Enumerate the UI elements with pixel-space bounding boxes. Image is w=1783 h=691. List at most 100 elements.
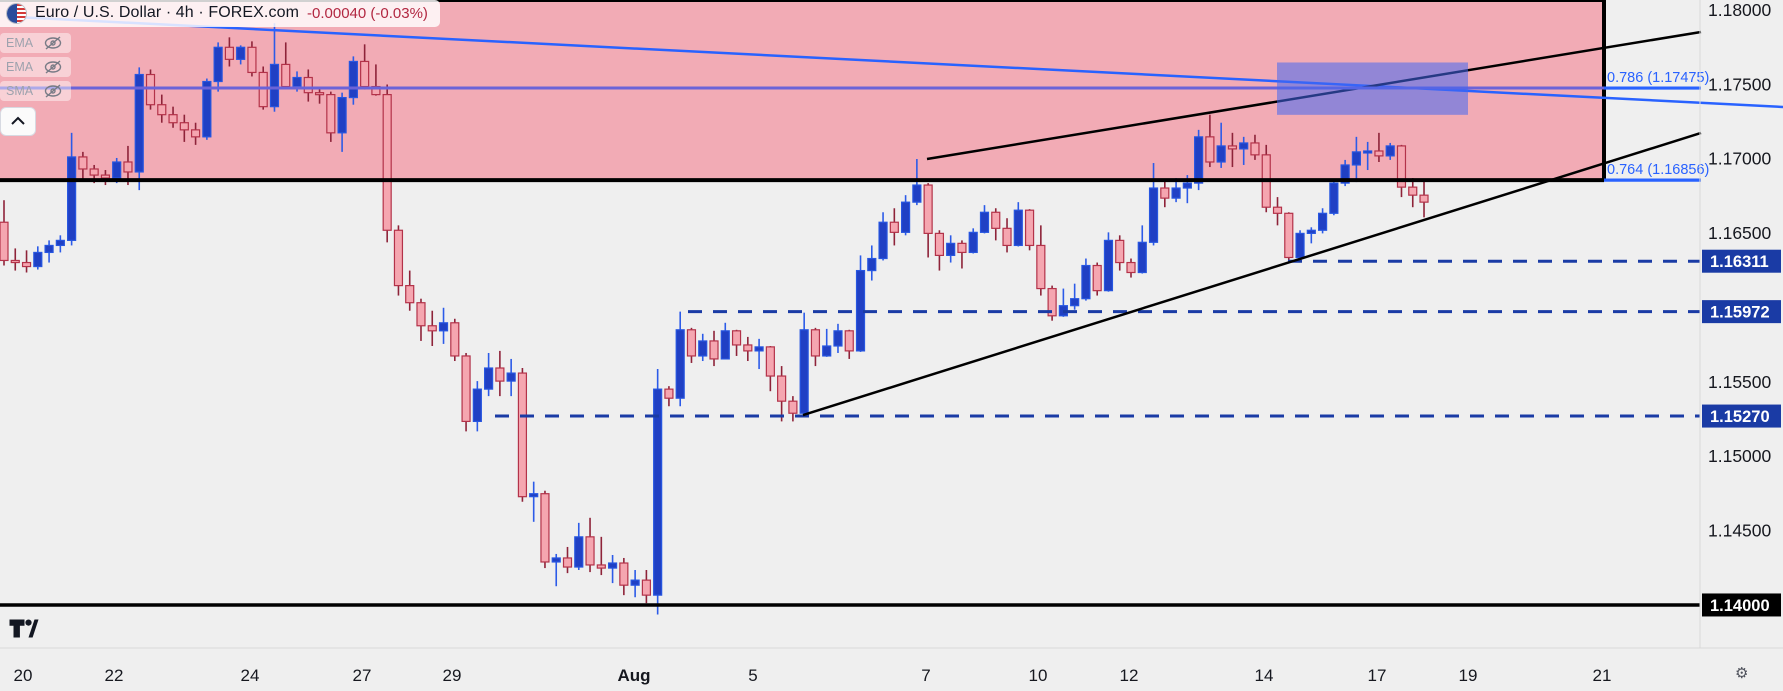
candle-down bbox=[157, 104, 167, 116]
candle-up bbox=[698, 340, 708, 357]
price-axis-badge bbox=[1702, 249, 1781, 273]
candle-down bbox=[810, 329, 821, 357]
candle-down bbox=[743, 344, 753, 352]
candle-down bbox=[686, 329, 697, 357]
candle-up bbox=[236, 46, 246, 60]
eye-off-icon[interactable] bbox=[43, 83, 63, 98]
candle-down bbox=[145, 73, 156, 106]
candle-down bbox=[1047, 287, 1057, 317]
candle-up bbox=[67, 156, 77, 241]
candle-up bbox=[878, 221, 888, 260]
candle-up bbox=[529, 493, 539, 498]
candle-down bbox=[416, 302, 426, 327]
candle-up bbox=[1363, 150, 1373, 154]
candle-down bbox=[427, 325, 437, 332]
price-axis-badge bbox=[1702, 300, 1781, 324]
candle-down bbox=[788, 400, 798, 414]
candle-up bbox=[900, 201, 911, 233]
candle-up bbox=[1013, 209, 1023, 247]
indicator-row-ema2[interactable]: EMA bbox=[0, 56, 72, 77]
candle-down bbox=[596, 564, 606, 569]
candle-up bbox=[472, 388, 482, 423]
candle-down bbox=[393, 229, 404, 287]
lower-black-trendline[interactable] bbox=[802, 131, 1702, 417]
candle-down bbox=[889, 221, 899, 233]
price-axis-badge bbox=[1702, 593, 1781, 617]
candle-up bbox=[348, 60, 358, 99]
candle-up bbox=[1171, 187, 1181, 199]
eu-us-flag-icon bbox=[6, 2, 27, 24]
price-axis-badge bbox=[1702, 404, 1781, 428]
candle-up bbox=[1329, 182, 1339, 214]
candle-up bbox=[44, 244, 54, 254]
indicator-row-ema1[interactable]: EMA bbox=[0, 32, 72, 53]
candle-up bbox=[799, 329, 809, 414]
candle-down bbox=[168, 114, 178, 124]
candle-down bbox=[619, 562, 629, 586]
gear-icon[interactable]: ⚙ bbox=[1735, 665, 1749, 682]
candle-up bbox=[822, 345, 832, 357]
candle-down bbox=[1227, 145, 1238, 150]
indicator-row-sma[interactable]: SMA bbox=[0, 80, 72, 101]
candle-down bbox=[934, 232, 945, 257]
time-axis-label: 22 bbox=[105, 666, 124, 685]
candle-down bbox=[100, 174, 111, 179]
collapse-legend-button[interactable] bbox=[0, 106, 36, 136]
candle-down bbox=[247, 46, 257, 74]
candle-down bbox=[0, 221, 9, 262]
candle-down bbox=[1092, 264, 1102, 292]
candle-down bbox=[1002, 227, 1012, 247]
candle-down bbox=[10, 259, 20, 264]
candle-down bbox=[957, 242, 967, 254]
eye-off-icon[interactable] bbox=[43, 35, 63, 50]
symbol-change: -0.00040 (-0.03%) bbox=[307, 4, 428, 22]
candle-down bbox=[78, 156, 88, 170]
time-axis-label: 17 bbox=[1368, 666, 1387, 685]
candle-down bbox=[21, 261, 32, 268]
tradingview-logo[interactable] bbox=[9, 619, 39, 643]
price-axis[interactable] bbox=[1700, 0, 1783, 648]
symbol-title: Euro / U.S. Dollar · 4h · FOREX.com bbox=[35, 4, 300, 21]
candle-up bbox=[607, 562, 618, 569]
candle-down bbox=[224, 46, 234, 60]
time-axis-label: 12 bbox=[1120, 666, 1139, 685]
candle-down bbox=[562, 557, 573, 568]
candle-down bbox=[731, 330, 742, 346]
time-axis-label: 10 bbox=[1029, 666, 1048, 685]
candle-up bbox=[1148, 187, 1159, 243]
time-axis[interactable] bbox=[0, 648, 1783, 691]
candle-down bbox=[1284, 212, 1294, 259]
candle-up bbox=[134, 73, 144, 173]
candle-up bbox=[833, 330, 843, 347]
candle-down bbox=[765, 346, 775, 377]
candle-up bbox=[1137, 241, 1147, 274]
candle-down bbox=[991, 211, 1001, 229]
candle-up bbox=[213, 46, 223, 83]
highlight-box[interactable] bbox=[1277, 62, 1468, 115]
descending-blue-trendline[interactable] bbox=[14, 15, 1783, 109]
candle-down bbox=[1272, 206, 1283, 214]
eye-off-icon[interactable] bbox=[43, 59, 63, 74]
indicator-label: EMA bbox=[6, 35, 34, 50]
candle-down bbox=[1408, 186, 1418, 196]
candle-down bbox=[923, 184, 933, 234]
candle-down bbox=[1419, 194, 1429, 203]
candle-down bbox=[1374, 150, 1384, 157]
candle-up bbox=[506, 372, 516, 382]
candle-down bbox=[303, 76, 313, 94]
candle-down bbox=[382, 94, 392, 231]
candle-up bbox=[551, 557, 561, 563]
candle-up bbox=[1216, 145, 1226, 163]
time-axis-label: Aug bbox=[617, 666, 650, 685]
candle-down bbox=[326, 94, 336, 134]
candle-up bbox=[33, 251, 43, 268]
candle-up bbox=[1081, 264, 1091, 300]
candle-down bbox=[1036, 244, 1046, 290]
symbol-legend-row[interactable]: Euro / U.S. Dollar · 4h · FOREX.com -0.0… bbox=[0, 0, 440, 27]
candle-up bbox=[1194, 136, 1204, 184]
time-axis-label: 5 bbox=[748, 666, 757, 685]
candle-down bbox=[1250, 142, 1260, 156]
candle-up bbox=[202, 80, 212, 138]
